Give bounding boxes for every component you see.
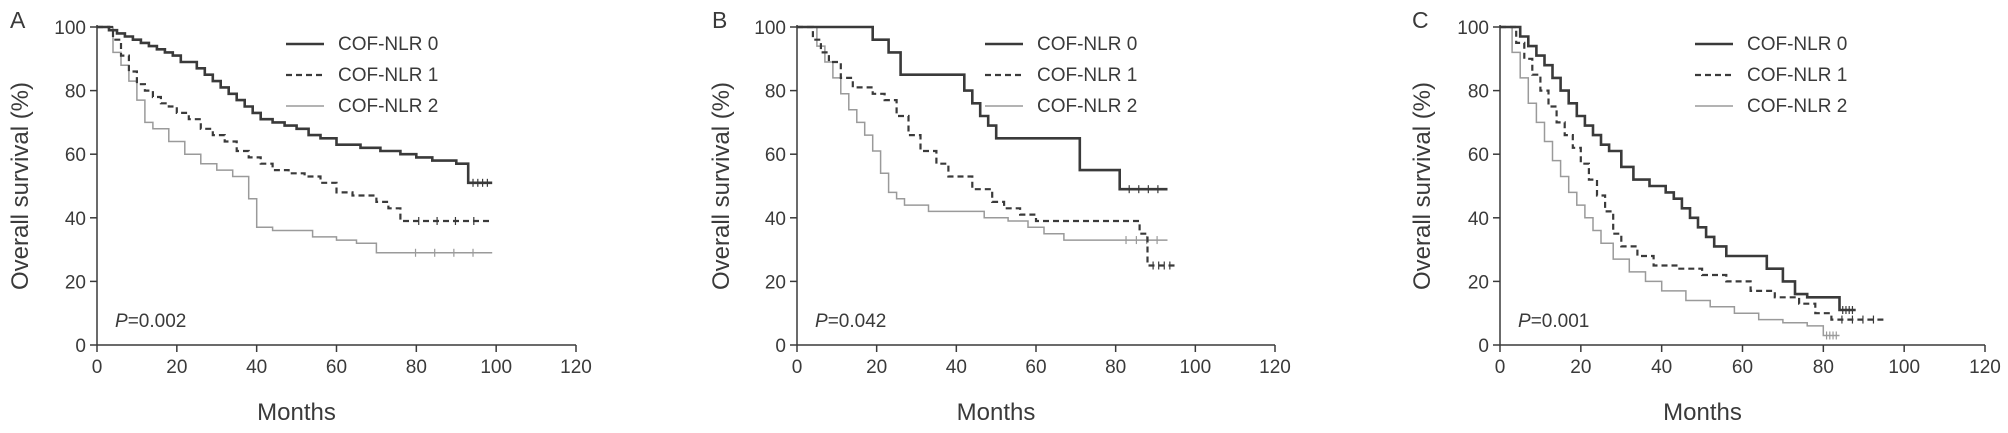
- legend-label: COF-NLR 1: [1037, 65, 1137, 86]
- y-tick-label: 100: [1457, 18, 1489, 39]
- y-tick-label: 80: [765, 82, 786, 103]
- p-value-text: =0.002: [128, 311, 187, 332]
- legend-label: COF-NLR 2: [338, 96, 438, 117]
- y-axis-label: Overall survival (%): [1409, 82, 1436, 290]
- series-line-cof-nlr-0: [97, 25, 493, 185]
- x-axis-label: Months: [1663, 399, 1742, 426]
- x-axis-label: Months: [257, 399, 336, 426]
- y-tick-label: 60: [765, 145, 786, 166]
- y-tick-label: 0: [775, 336, 786, 357]
- panel-letter: B: [712, 7, 727, 33]
- y-axis-label: Overall survival (%): [708, 82, 735, 290]
- series-line-cof-nlr-2: [797, 26, 1168, 241]
- x-tick-label: 100: [1179, 357, 1211, 378]
- legend-label: COF-NLR 0: [1747, 34, 1847, 55]
- panel-letter: C: [1412, 7, 1429, 33]
- y-tick-label: 60: [1468, 145, 1489, 166]
- x-tick-label: 80: [1813, 357, 1834, 378]
- series-line-cof-nlr-1: [97, 25, 493, 223]
- x-tick-label: 120: [560, 357, 592, 378]
- p-value-text: =0.042: [828, 311, 887, 332]
- p-value-symbol: P: [815, 311, 828, 332]
- x-tick-label: 60: [326, 357, 347, 378]
- p-value-annotation: P=0.001: [1518, 311, 1589, 332]
- x-tick-label: 100: [1888, 357, 1920, 378]
- y-tick-label: 80: [65, 82, 86, 103]
- x-tick-label: 60: [1732, 357, 1753, 378]
- series-line-cof-nlr-2: [1500, 26, 1840, 337]
- legend-label: COF-NLR 0: [1037, 34, 1137, 55]
- y-tick-label: 20: [1468, 272, 1489, 293]
- y-tick-label: 40: [1468, 209, 1489, 230]
- y-tick-label: 40: [765, 209, 786, 230]
- x-tick-label: 0: [1495, 357, 1506, 378]
- series-line-cof-nlr-1: [1500, 25, 1884, 321]
- x-tick-label: 0: [792, 357, 803, 378]
- y-tick-label: 40: [65, 209, 86, 230]
- y-tick-label: 100: [54, 18, 86, 39]
- p-value-symbol: P: [115, 311, 128, 332]
- p-value-annotation: P=0.002: [115, 311, 186, 332]
- x-tick-label: 60: [1025, 357, 1046, 378]
- y-tick-label: 0: [75, 336, 86, 357]
- y-tick-label: 60: [65, 145, 86, 166]
- y-tick-label: 0: [1478, 336, 1489, 357]
- x-tick-label: 20: [1570, 357, 1591, 378]
- series-line-cof-nlr-1: [797, 25, 1176, 267]
- panel-letter: A: [10, 7, 26, 33]
- series-line-cof-nlr-2: [97, 26, 493, 254]
- y-tick-label: 100: [754, 18, 786, 39]
- series-line-cof-nlr-0: [1500, 25, 1856, 312]
- chart-panel-a: A 0 20 40 60 80 100 120 0 20 40 60 80 100 Months Overal…: [7, 7, 592, 426]
- series-line-cof-nlr-0: [797, 25, 1168, 191]
- x-tick-label: 100: [480, 357, 512, 378]
- x-tick-label: 0: [92, 357, 103, 378]
- x-tick-label: 20: [866, 357, 887, 378]
- legend-label: COF-NLR 2: [1037, 96, 1137, 117]
- y-tick-label: 20: [765, 272, 786, 293]
- x-tick-label: 80: [406, 357, 427, 378]
- x-tick-label: 20: [166, 357, 187, 378]
- x-tick-label: 40: [1651, 357, 1672, 378]
- y-axis-label: Overall survival (%): [7, 82, 34, 290]
- p-value-text: =0.001: [1531, 311, 1590, 332]
- legend-label: COF-NLR 1: [338, 65, 438, 86]
- legend-label: COF-NLR 2: [1747, 96, 1847, 117]
- x-tick-label: 40: [946, 357, 967, 378]
- y-tick-label: 80: [1468, 82, 1489, 103]
- x-tick-label: 120: [1259, 357, 1291, 378]
- legend-label: COF-NLR 0: [338, 34, 438, 55]
- x-tick-label: 80: [1105, 357, 1126, 378]
- x-tick-label: 40: [246, 357, 267, 378]
- p-value-symbol: P: [1518, 311, 1531, 332]
- x-tick-label: 120: [1969, 357, 2001, 378]
- legend-label: COF-NLR 1: [1747, 65, 1847, 86]
- chart-panel-c: C 0 20 40 60 80 100 120 0 20 40 60 80 100 Months Overal…: [1409, 7, 2001, 426]
- chart-panel-b: B 0 20 40 60 80 100 120 0 20 40 60 80 100 Months Overal…: [708, 7, 1291, 426]
- y-tick-label: 20: [65, 272, 86, 293]
- x-axis-label: Months: [957, 399, 1036, 426]
- p-value-annotation: P=0.042: [815, 311, 886, 332]
